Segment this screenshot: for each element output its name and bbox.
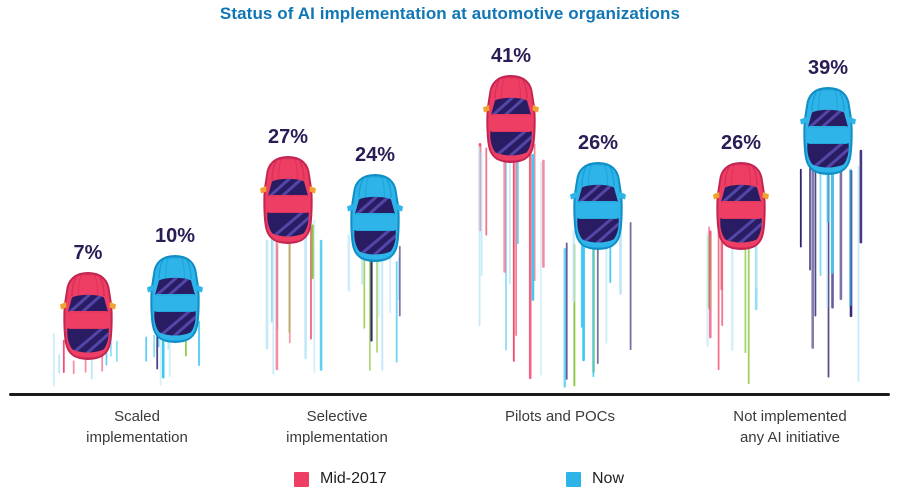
side-mirror-right [109,302,116,310]
car-icon [60,272,116,361]
bar-mid2017-3 [472,75,550,396]
value-label: 26% [720,132,762,155]
bar-mid2017-4 [702,162,780,396]
value-label: 10% [154,225,196,247]
car-icon [483,75,539,164]
speed-trails [563,222,632,388]
side-mirror-right [309,186,316,194]
car-icon [570,162,626,251]
car-icon [800,86,856,175]
value-label: 7% [73,242,103,265]
car-pictogram [260,156,323,376]
bar-now-1 [136,255,214,396]
side-mirror-left [570,192,577,200]
car-pictogram [799,86,863,382]
category-label-scaled: Scaled implementation [86,408,188,447]
car-roof [154,294,196,312]
speed-trails [265,216,323,376]
side-mirror-right [396,203,403,212]
car-icon [260,156,316,245]
side-mirror-right [532,105,539,113]
car-roof [490,114,532,133]
legend-label-now: Now [592,470,625,487]
side-mirror-left [260,186,267,194]
legend: Mid-2017 Now [0,470,900,492]
speed-trails [347,233,401,371]
car-roof [354,212,396,231]
category-label-not-implemented: Not implemented any AI initiative [733,408,847,447]
bar-now-2 [336,173,414,396]
side-mirror-left [147,285,154,293]
bar-now-4 [789,86,867,396]
speed-trails [478,133,545,380]
category-label-selective: Selective implementation [286,408,388,447]
value-label: 39% [807,56,849,79]
value-label: 41% [490,45,532,68]
chart-title: Status of AI implementation at automotiv… [219,4,681,23]
side-mirror-right [196,285,203,293]
car-roof [267,195,309,214]
car-icon [347,173,403,262]
legend-item-mid2017: Mid-2017 [294,470,387,488]
bar-mid2017-1 [49,272,127,396]
car-pictogram [706,162,769,385]
car-roof [720,201,762,220]
car-pictogram [563,162,632,388]
legend-label-mid2017: Mid-2017 [320,470,387,487]
side-mirror-left [713,192,720,200]
bar-mid2017-2 [249,156,327,396]
car-pictogram [347,173,403,371]
car-pictogram [145,255,203,386]
category-label-pilots: Pilots and POCs [504,408,616,425]
car-roof [67,311,109,330]
speed-trails [799,148,863,382]
car-pictogram [478,75,545,380]
car-pictogram [52,272,118,387]
side-mirror-right [849,116,856,125]
car-roof [807,125,849,144]
side-mirror-left [347,203,354,212]
baseline-axis [9,393,890,396]
value-label: 27% [267,126,309,149]
side-mirror-left [800,116,807,125]
value-label: 24% [354,143,396,166]
side-mirror-right [762,192,769,200]
side-mirror-left [60,302,67,310]
side-mirror-right [619,192,626,200]
bar-now-3 [559,162,637,396]
legend-item-now: Now [566,470,624,488]
value-label: 26% [577,132,619,155]
car-icon [147,255,203,343]
legend-swatch-mid2017 [294,471,309,487]
car-icon [713,162,769,251]
car-roof [577,201,619,220]
side-mirror-left [483,105,490,113]
legend-swatch-now [566,471,581,487]
